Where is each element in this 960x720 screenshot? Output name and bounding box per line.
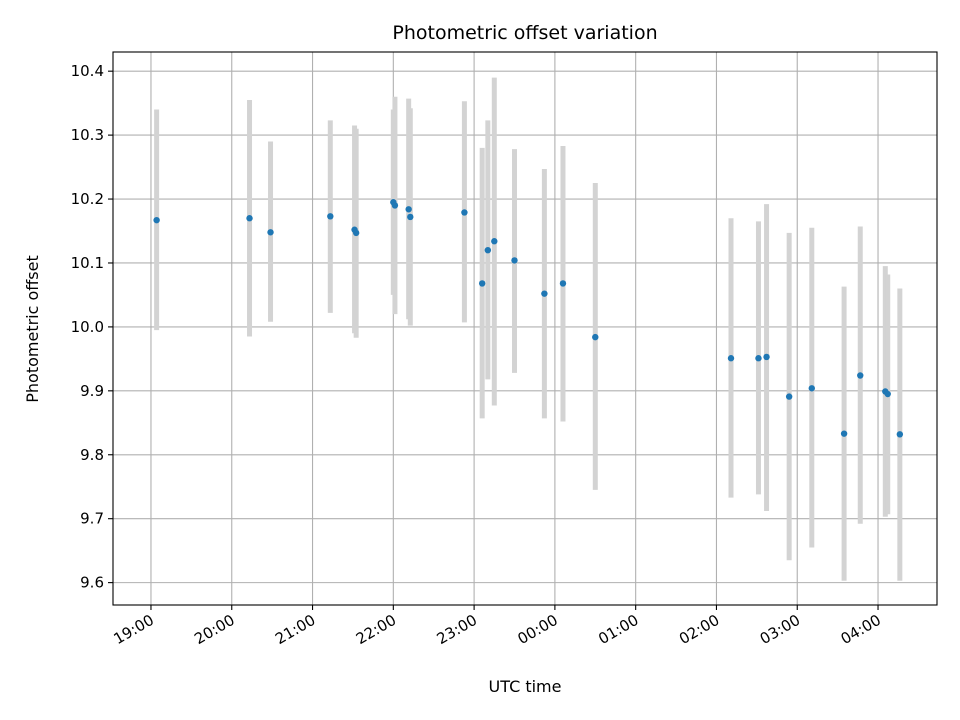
data-point bbox=[391, 202, 399, 209]
y-axis-ticks: 9.6 9.7 9.8 9.9 10.0 10.1 10.2 10.3 10.4 bbox=[71, 62, 113, 592]
data-point bbox=[808, 385, 815, 392]
data-point bbox=[491, 238, 498, 245]
data-point bbox=[461, 209, 468, 216]
data-point bbox=[592, 333, 599, 341]
data-point bbox=[559, 280, 567, 287]
plot-area-frame bbox=[112, 51, 938, 606]
data-point bbox=[478, 280, 486, 287]
y-tick-label: 10.1 bbox=[71, 254, 104, 272]
y-tick-label: 9.7 bbox=[80, 510, 104, 528]
data-point bbox=[407, 213, 414, 221]
data-point bbox=[267, 229, 274, 236]
data-markers bbox=[153, 199, 904, 438]
chart-title: Photometric offset variation bbox=[392, 22, 657, 44]
data-point bbox=[327, 213, 334, 220]
y-tick-label: 9.9 bbox=[80, 382, 104, 400]
data-point bbox=[246, 215, 253, 222]
y-tick-label: 10.3 bbox=[71, 126, 104, 144]
grid bbox=[113, 52, 937, 605]
data-point bbox=[896, 431, 904, 438]
data-point bbox=[857, 372, 864, 379]
y-tick-label: 10.4 bbox=[71, 62, 104, 80]
data-point bbox=[541, 290, 548, 297]
data-point bbox=[352, 229, 360, 237]
x-axis-label: UTC time bbox=[489, 677, 562, 696]
data-point bbox=[405, 206, 412, 213]
data-point bbox=[840, 430, 848, 437]
data-point bbox=[785, 393, 793, 400]
y-tick-label: 10.0 bbox=[71, 318, 104, 336]
data-point bbox=[727, 355, 735, 362]
data-point bbox=[755, 355, 762, 362]
y-tick-label: 10.2 bbox=[71, 190, 104, 208]
data-point bbox=[763, 353, 770, 361]
data-point bbox=[511, 257, 518, 264]
data-point bbox=[484, 246, 492, 254]
data-point bbox=[884, 390, 891, 398]
y-tick-label: 9.8 bbox=[80, 446, 104, 464]
data-point bbox=[153, 216, 160, 224]
y-tick-label: 9.6 bbox=[80, 574, 104, 592]
y-axis-label: Photometric offset bbox=[23, 255, 42, 403]
